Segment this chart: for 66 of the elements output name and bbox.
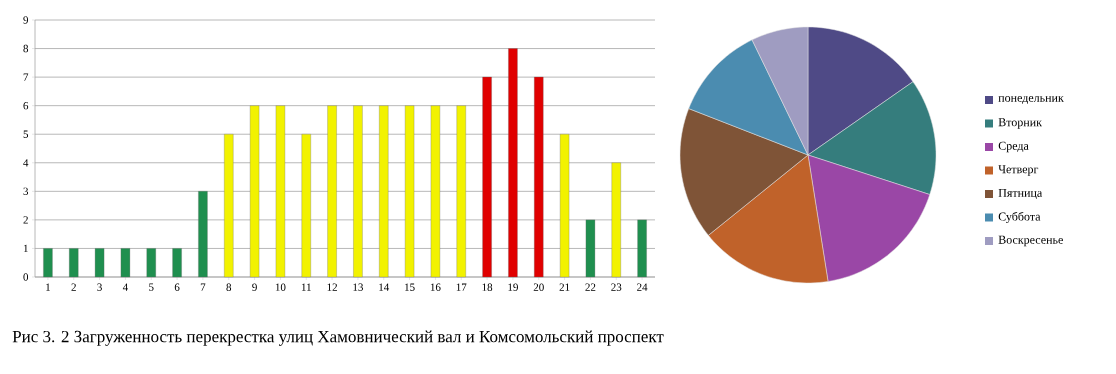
- x-tick-label: 14: [379, 283, 390, 291]
- bar: [172, 248, 182, 278]
- x-tick-label: 16: [430, 283, 441, 291]
- x-tick-label: 7: [200, 283, 206, 291]
- legend-label: Воскресенье: [998, 235, 1063, 247]
- y-tick-label: 6: [23, 101, 29, 110]
- bar: [456, 105, 466, 278]
- bar: [430, 105, 441, 278]
- x-tick-label: 6: [174, 283, 180, 291]
- bar: [43, 248, 53, 278]
- bar: [249, 105, 260, 278]
- bar: [534, 76, 544, 278]
- y-tick-label: 4: [23, 159, 29, 167]
- bar: [637, 219, 647, 278]
- y-tick-label: 0: [23, 273, 29, 281]
- x-tick-label: 22: [585, 283, 596, 291]
- x-tick-label: 13: [353, 283, 363, 291]
- y-tick-label: 8: [23, 44, 29, 53]
- bar: [559, 134, 570, 278]
- legend-label: Четверг: [998, 165, 1039, 176]
- bar: [404, 105, 415, 278]
- y-tick-label: 1: [23, 244, 28, 253]
- legend-label: Вторник: [998, 118, 1042, 129]
- x-tick-label: 17: [456, 283, 467, 291]
- x-tick-label: 12: [327, 283, 337, 291]
- x-tick-label: 1: [46, 283, 51, 291]
- x-tick-label: 9: [252, 283, 257, 291]
- x-tick-label: 3: [97, 283, 102, 291]
- x-tick-label: 8: [226, 283, 232, 291]
- legend-label: Суббота: [998, 211, 1041, 224]
- x-tick-label: 21: [559, 283, 570, 291]
- text: Рис 3. 2 Загруженность перекрестка улиц Хамовнический вал и Комсомольский проспект: [12, 330, 664, 346]
- bar: [275, 105, 286, 278]
- x-tick-label: 18: [482, 283, 493, 291]
- y-tick-label: 9: [23, 16, 29, 24]
- x-tick-label: 19: [508, 283, 518, 291]
- x-tick-label: 15: [405, 283, 415, 291]
- bar: [224, 134, 234, 278]
- x-tick-label: 23: [611, 283, 622, 291]
- bar: [353, 105, 363, 278]
- bar: [198, 191, 208, 278]
- bar: [327, 105, 337, 278]
- x-tick-label: 24: [637, 283, 648, 291]
- x-tick-label: 4: [122, 283, 128, 291]
- legend-label: понедельник: [998, 96, 1064, 104]
- bar: [301, 134, 311, 278]
- bar: [379, 105, 389, 278]
- bar: [508, 48, 518, 278]
- bar: [94, 248, 105, 278]
- legend-label: Среда: [998, 141, 1029, 153]
- y-tick-label: 7: [23, 73, 29, 81]
- bar: [585, 219, 596, 278]
- x-tick-label: 2: [71, 283, 76, 291]
- y-tick-label: 5: [23, 130, 29, 138]
- legend-label: Пятница: [998, 188, 1043, 200]
- y-tick-label: 2: [23, 216, 28, 224]
- x-tick-label: 5: [149, 283, 154, 291]
- bar: [611, 162, 621, 278]
- x-tick-label: 11: [301, 283, 311, 291]
- bar: [69, 248, 79, 278]
- bar: [120, 248, 131, 278]
- y-tick-label: 3: [23, 187, 29, 196]
- bar: [146, 248, 156, 278]
- x-tick-label: 20: [533, 283, 544, 291]
- x-tick-label: 10: [275, 283, 286, 291]
- bar: [482, 76, 492, 278]
